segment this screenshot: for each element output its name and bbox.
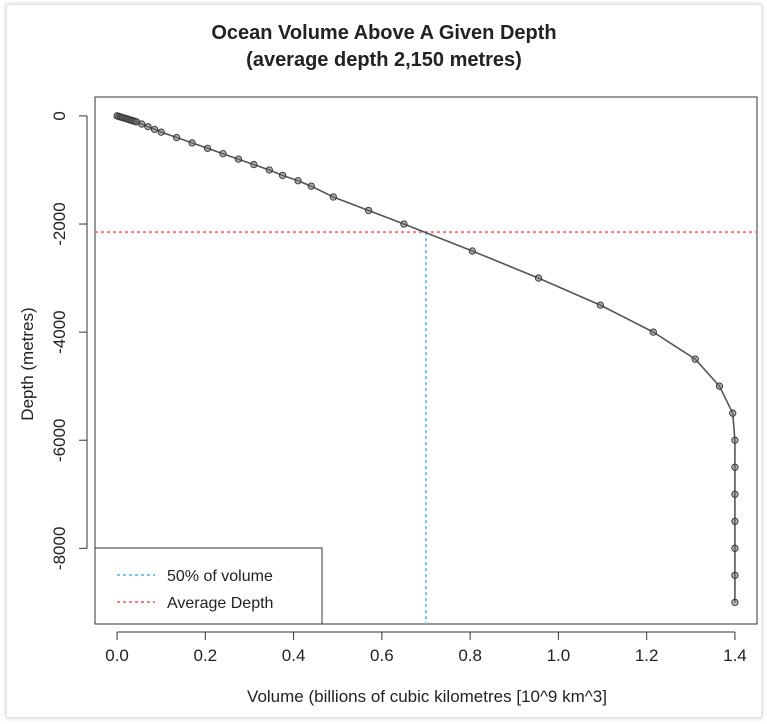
x-tick-label: 0.8 xyxy=(458,646,482,665)
data-point xyxy=(715,382,724,390)
y-tick-label: -6000 xyxy=(50,418,69,461)
data-point xyxy=(731,598,739,607)
data-point xyxy=(731,571,739,580)
data-point xyxy=(534,274,543,282)
data-point xyxy=(364,206,373,215)
chart-subtitle: (average depth 2,150 metres) xyxy=(246,49,522,71)
data-point xyxy=(203,144,212,152)
data-point xyxy=(729,409,737,417)
y-tick-label: 0 xyxy=(50,111,69,120)
data-point xyxy=(731,517,739,525)
x-tick-label: 0.2 xyxy=(194,646,218,665)
chart-svg: Ocean Volume Above A Given Depth (averag… xyxy=(18,22,758,706)
data-point xyxy=(172,133,181,142)
legend-label-average-depth: Average Depth xyxy=(167,595,273,612)
data-point xyxy=(596,301,604,309)
legend-box xyxy=(94,547,323,625)
y-axis-title: Depth (metres) xyxy=(18,307,37,420)
x-axis: 0.0 0.2 0.4 0.6 0.8 1.0 1.2 1.4 xyxy=(105,631,747,665)
chart-title: Ocean Volume Above A Given Depth xyxy=(211,22,556,44)
data-point xyxy=(157,128,165,136)
x-tick-label: 0.0 xyxy=(105,646,129,665)
y-tick-label: -4000 xyxy=(50,310,69,353)
x-tick-label: 0.6 xyxy=(370,646,394,665)
data-point xyxy=(731,544,739,552)
data-point xyxy=(138,120,146,128)
data-point xyxy=(234,155,243,163)
data-point xyxy=(219,150,227,158)
data-point xyxy=(329,193,337,201)
data-point xyxy=(294,177,302,185)
y-tick-label: -8000 xyxy=(50,527,69,570)
x-tick-label: 1.0 xyxy=(547,646,571,665)
data-point xyxy=(278,171,287,180)
data-point xyxy=(731,463,739,471)
data-point xyxy=(731,436,739,444)
data-point xyxy=(150,125,159,134)
data-point xyxy=(649,328,657,336)
data-series xyxy=(113,112,739,607)
data-point xyxy=(250,160,258,169)
data-point xyxy=(691,355,699,363)
data-point xyxy=(307,182,315,190)
data-point xyxy=(468,247,476,255)
x-tick-label: 0.4 xyxy=(282,646,306,665)
legend: 50% of volume Average Depth xyxy=(94,547,323,625)
data-point xyxy=(144,123,152,131)
x-tick-label: 1.2 xyxy=(635,646,659,665)
data-point xyxy=(265,166,273,174)
y-tick-label: -2000 xyxy=(50,202,69,245)
x-axis-title: Volume (billions of cubic kilometres [10… xyxy=(247,687,607,706)
data-point xyxy=(731,490,739,498)
data-point xyxy=(400,220,408,228)
chart-frame: Ocean Volume Above A Given Depth (averag… xyxy=(6,4,762,718)
y-axis: 0 -2000 -4000 -6000 -8000 xyxy=(50,111,88,570)
data-point xyxy=(188,139,196,147)
legend-label-50pct-volume: 50% of volume xyxy=(167,568,273,585)
x-tick-label: 1.4 xyxy=(723,646,747,665)
